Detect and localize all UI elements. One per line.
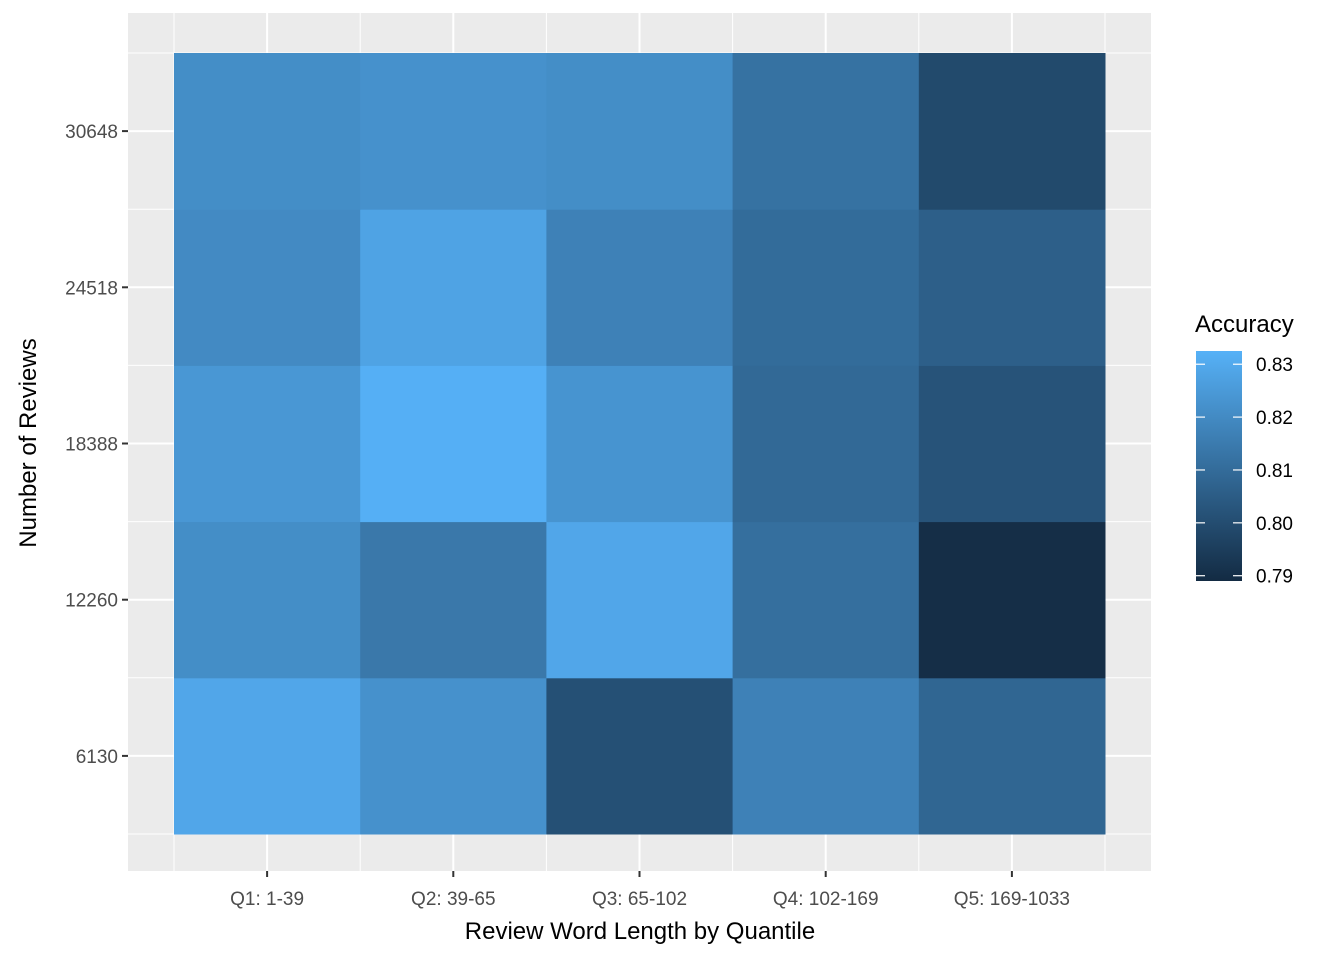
heatmap-tile <box>174 521 361 679</box>
x-tick-label: Q4: 102-169 <box>773 889 879 910</box>
legend-tick-label: 0.83 <box>1256 355 1293 376</box>
heatmap-tile <box>174 677 361 835</box>
x-tick-label: Q1: 1-39 <box>230 889 304 910</box>
heatmap-tile <box>918 677 1106 835</box>
y-tick-label: 24518 <box>65 278 118 299</box>
heatmap-tile <box>174 53 361 210</box>
y-tick-label: 6130 <box>76 747 118 768</box>
x-tick-label: Q2: 39-65 <box>411 889 496 910</box>
heatmap-tile <box>918 365 1106 523</box>
x-tick-label: Q3: 65-102 <box>592 889 687 910</box>
heatmap-tile <box>360 677 547 835</box>
heatmap-tile <box>732 209 920 366</box>
legend-tick-label: 0.82 <box>1256 408 1293 429</box>
heatmap-tile <box>732 521 920 679</box>
heatmap-tile <box>546 365 734 523</box>
heatmap-tile <box>918 521 1106 679</box>
heatmap-tile <box>174 209 361 366</box>
legend-title: Accuracy <box>1195 311 1294 338</box>
heatmap-tile <box>732 53 920 210</box>
heatmap-tile <box>732 365 920 523</box>
x-axis-title: Review Word Length by Quantile <box>465 918 815 945</box>
heatmap-tile <box>546 209 734 366</box>
heatmap-tile <box>174 365 361 523</box>
heatmap-tile <box>360 521 547 679</box>
legend-tick-label: 0.81 <box>1256 461 1293 482</box>
y-axis-ticks: 6130 12260 18388 24518 30648 <box>65 122 128 768</box>
heatmap-tiles <box>174 53 1106 835</box>
heatmap-tile <box>918 209 1106 366</box>
y-tick-label: 30648 <box>65 122 118 143</box>
legend-ticks: 0.79 0.80 0.81 0.82 0.83 <box>1196 355 1293 588</box>
heatmap-tile <box>546 677 734 835</box>
heatmap-tile <box>360 209 547 366</box>
y-tick-label: 18388 <box>65 435 118 456</box>
heatmap-tile <box>918 53 1106 210</box>
legend-tick-label: 0.79 <box>1256 567 1293 588</box>
x-axis-ticks: Q1: 1-39 Q2: 39-65 Q3: 65-102 Q4: 102-169 Q5… <box>230 871 1070 910</box>
heatmap-tile <box>360 53 547 210</box>
legend-colorbar <box>1196 351 1242 581</box>
legend-tick-label: 0.80 <box>1256 514 1293 535</box>
x-tick-label: Q5: 169-1033 <box>954 889 1070 910</box>
heatmap-tile <box>546 53 734 210</box>
heatmap-tile <box>360 365 547 523</box>
legend: Accuracy 0.79 0.80 0.81 0.82 0.83 <box>1195 311 1294 588</box>
y-tick-label: 12260 <box>65 591 118 612</box>
heatmap-tile <box>732 677 920 835</box>
y-axis-title: Number of Reviews <box>15 338 42 547</box>
heatmap-tile <box>546 521 734 679</box>
